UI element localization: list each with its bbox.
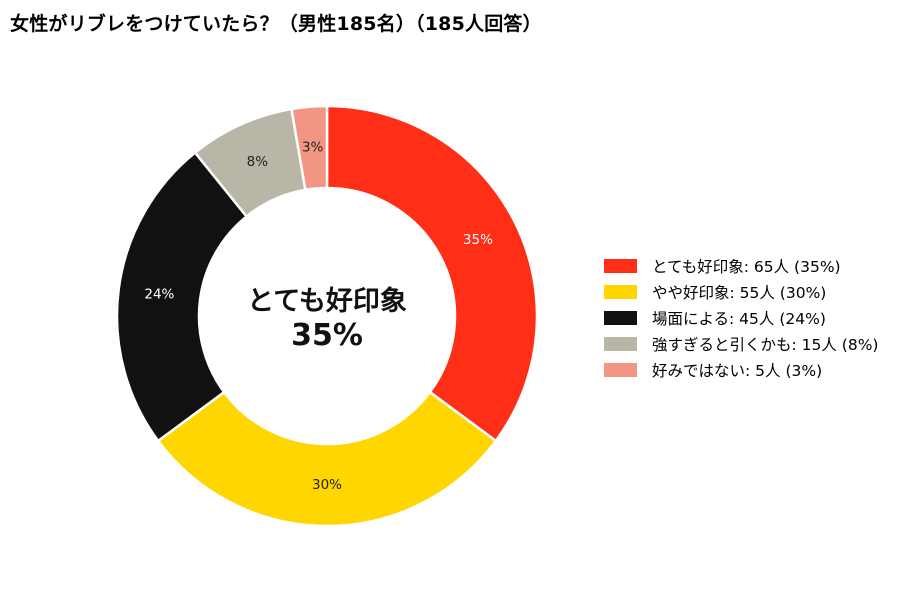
slice-label: 35% xyxy=(463,232,493,248)
legend-label: やや好印象: 55人 (30%) xyxy=(652,284,827,302)
slice-label: 24% xyxy=(144,287,174,303)
chart-title: 女性がリブレをつけていたら？（男性185名）（185人回答） xyxy=(10,13,542,35)
legend-swatch xyxy=(604,311,637,325)
donut-slice xyxy=(156,390,498,528)
legend-label: とても好印象: 65人 (35%) xyxy=(652,258,841,276)
slice-label: 30% xyxy=(312,477,342,493)
center-value: 35% xyxy=(291,318,363,353)
donut-slices xyxy=(115,104,539,528)
legend-label: 強すぎると引くかも: 15人 (8%) xyxy=(652,336,879,354)
legend-swatch xyxy=(604,259,637,273)
legend-label: 好みではない: 5人 (3%) xyxy=(652,362,823,380)
legend-item: とても好印象: 65人 (35%) xyxy=(604,253,878,279)
legend-item: 強すぎると引くかも: 15人 (8%) xyxy=(604,331,878,357)
legend-swatch xyxy=(604,337,637,351)
slice-labels: 35% 30% 24% 8% 3% xyxy=(144,140,493,493)
donut-slice xyxy=(115,151,248,443)
legend: とても好印象: 65人 (35%) やや好印象: 55人 (30%) 場面による… xyxy=(604,253,878,383)
slice-label: 8% xyxy=(247,154,269,170)
legend-item: やや好印象: 55人 (30%) xyxy=(604,279,878,305)
center-label: とても好印象 xyxy=(247,285,407,317)
legend-swatch xyxy=(604,285,637,299)
legend-swatch xyxy=(604,363,637,377)
donut-slice xyxy=(290,104,329,192)
legend-label: 場面による: 45人 (24%) xyxy=(652,310,826,328)
slice-label: 3% xyxy=(302,140,324,156)
legend-item: 場面による: 45人 (24%) xyxy=(604,305,878,331)
legend-item: 好みではない: 5人 (3%) xyxy=(604,357,878,383)
donut-slice xyxy=(325,104,539,443)
